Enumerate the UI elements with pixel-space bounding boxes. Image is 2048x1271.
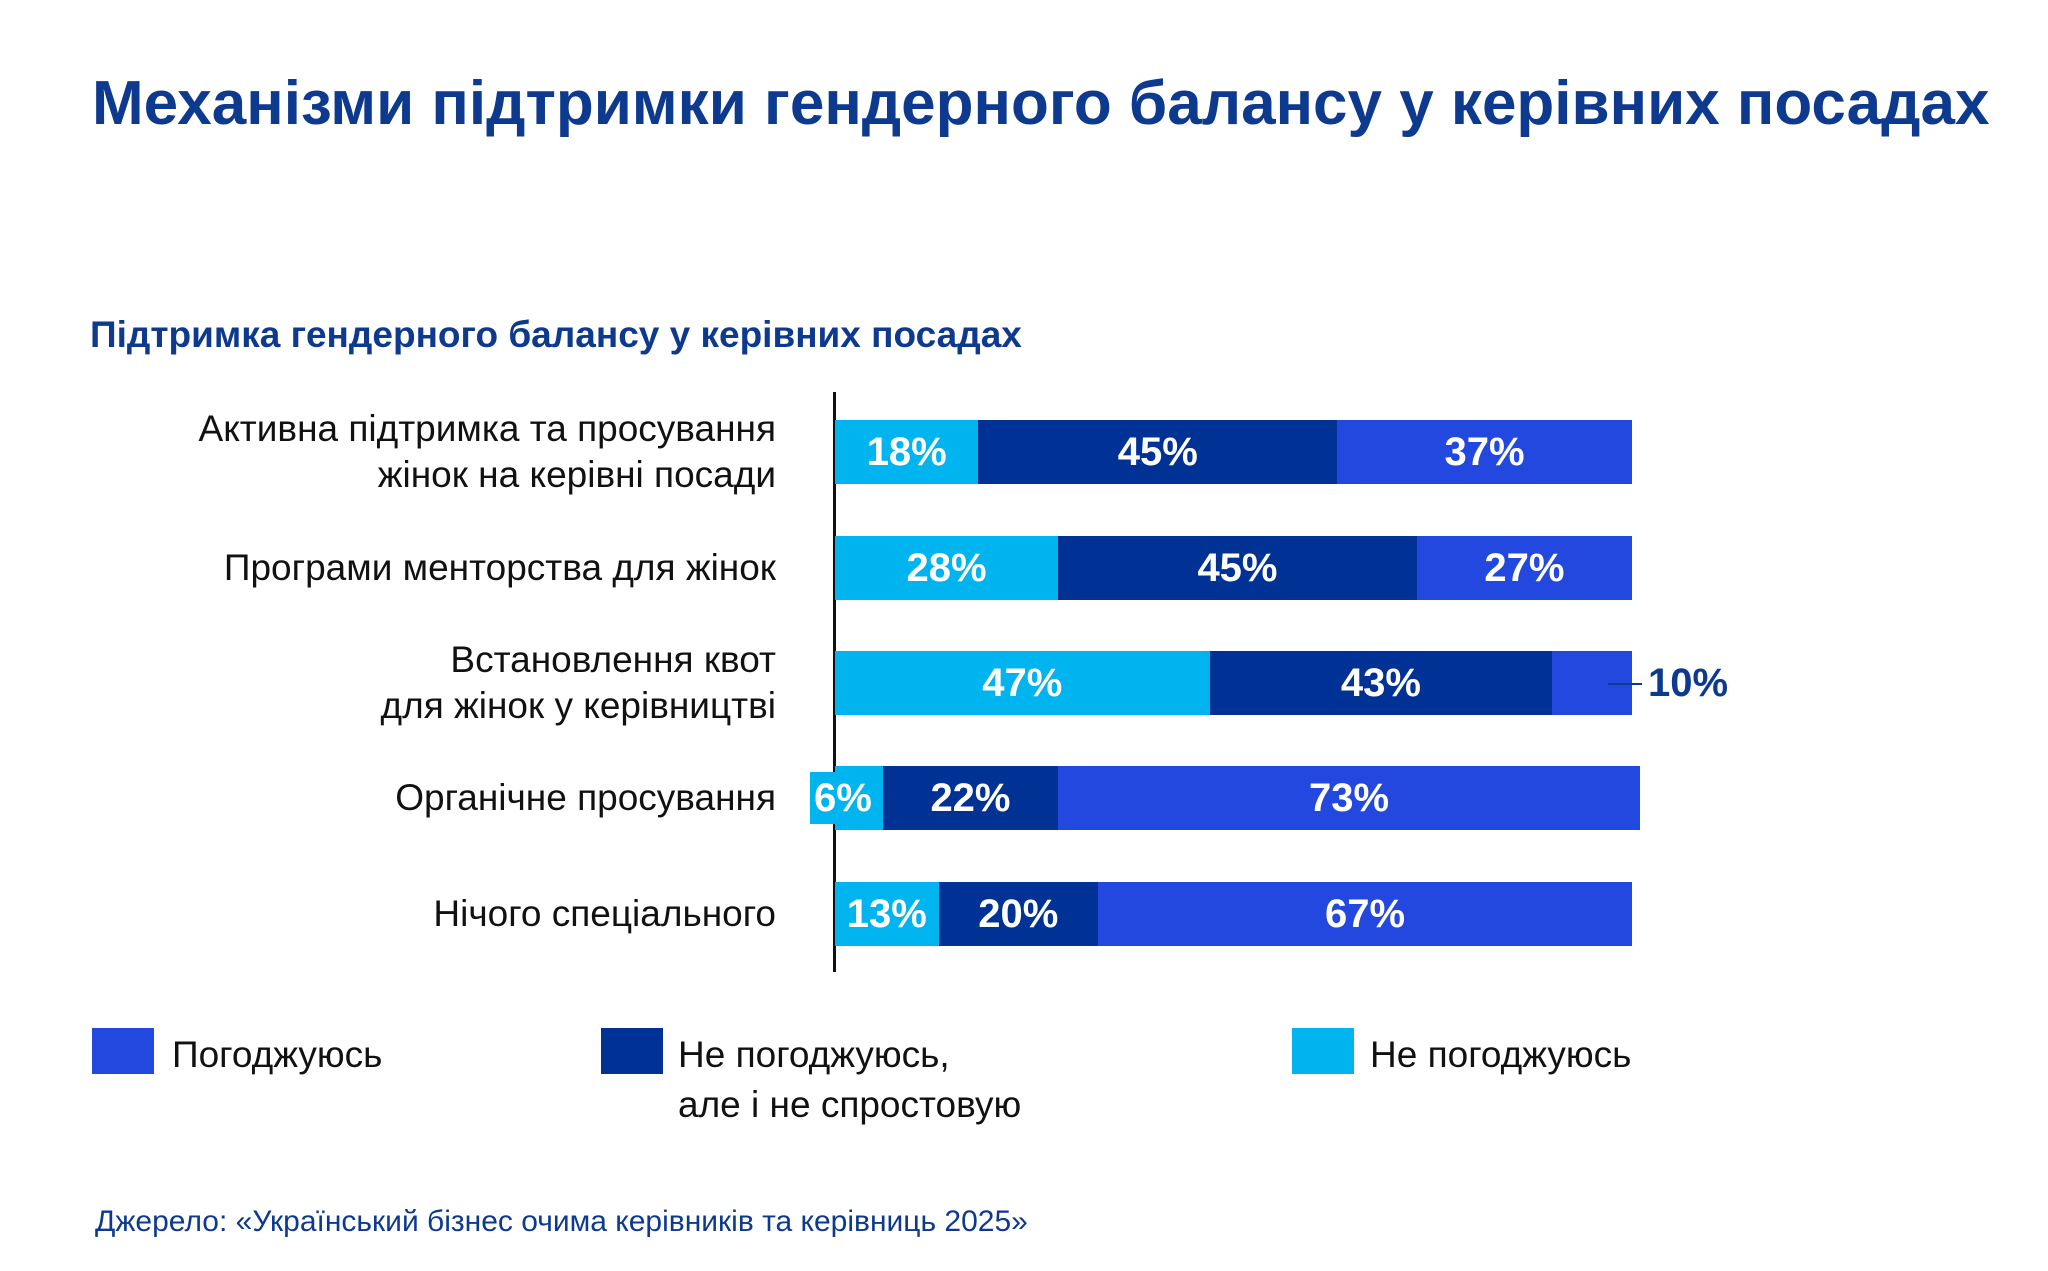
data-label: 13%	[846, 892, 927, 936]
bar-segment	[1209, 651, 1553, 715]
category-label-line: жінок на керівні посади	[377, 454, 776, 495]
bar-segment	[1058, 766, 1640, 830]
bar-segment	[835, 420, 979, 484]
bar-segment	[835, 651, 1210, 715]
legend-label-line: Не погоджуюсь	[1370, 1034, 1632, 1075]
category-label: Активна підтримка та просування жінок на …	[199, 406, 776, 498]
bar-segment	[1416, 536, 1632, 600]
bar-segment	[882, 766, 1059, 830]
bar-segment	[835, 882, 939, 946]
data-label: 67%	[1324, 892, 1406, 936]
category-label-line: Встановлення квот	[450, 639, 776, 680]
data-label: 43%	[1340, 661, 1421, 705]
legend-swatch-neutral	[601, 1028, 663, 1074]
legend-label-line: Погоджуюсь	[172, 1034, 383, 1075]
data-label: 45%	[1117, 430, 1198, 474]
bar-segment	[835, 536, 1059, 600]
data-label: 45%	[1197, 546, 1278, 590]
data-label: 27%	[1484, 546, 1565, 590]
data-label: 20%	[978, 892, 1059, 936]
data-label: 6%	[810, 772, 876, 824]
data-label: 10%	[1648, 661, 1729, 705]
chart-title: Підтримка гендерного балансу у керівних …	[90, 314, 1022, 355]
legend-label-line: Не погоджуюсь,	[678, 1034, 950, 1075]
source-note: Джерело: «Український бізнес очима керів…	[95, 1205, 1028, 1238]
y-axis-line	[833, 392, 836, 972]
category-label: Встановлення квот для жінок у керівництві	[381, 637, 776, 729]
data-label: 18%	[866, 430, 947, 474]
data-label: 47%	[982, 661, 1063, 705]
category-label-line: Активна підтримка та просування	[198, 408, 776, 449]
bar-segment	[1058, 536, 1417, 600]
category-label: Програми менторства для жінок	[224, 545, 776, 591]
legend-label-neutral: Не погоджуюсь, але і не спростовую	[678, 1030, 1021, 1130]
leader-line	[1608, 683, 1642, 685]
legend-swatch-agree	[92, 1028, 154, 1074]
category-label-line: Органічне просування	[395, 777, 776, 818]
category-label: Органічне просування	[395, 775, 776, 821]
data-label: 28%	[906, 546, 987, 590]
category-label-line: Нічого спеціального	[433, 893, 776, 934]
legend-label-disagree: Не погоджуюсь	[1370, 1030, 1631, 1080]
category-label: Нічого спеціального	[433, 891, 776, 937]
bar-segment	[1337, 420, 1632, 484]
data-label: 73%	[1309, 776, 1390, 820]
category-label-line: Програми менторства для жінок	[223, 547, 776, 588]
legend-label-agree: Погоджуюсь	[172, 1030, 382, 1080]
page-title: Механізми підтримки гендерного балансу у…	[92, 69, 1990, 138]
data-label: 37%	[1444, 430, 1525, 474]
category-label-line: для жінок у керівництві	[380, 685, 776, 726]
data-label: 22%	[930, 776, 1011, 820]
bar-segment	[938, 882, 1098, 946]
legend-swatch-disagree	[1292, 1028, 1354, 1074]
bar-segment	[1098, 882, 1632, 946]
legend-label-line: але і не спростовую	[678, 1084, 1022, 1125]
bar-segment	[978, 420, 1338, 484]
